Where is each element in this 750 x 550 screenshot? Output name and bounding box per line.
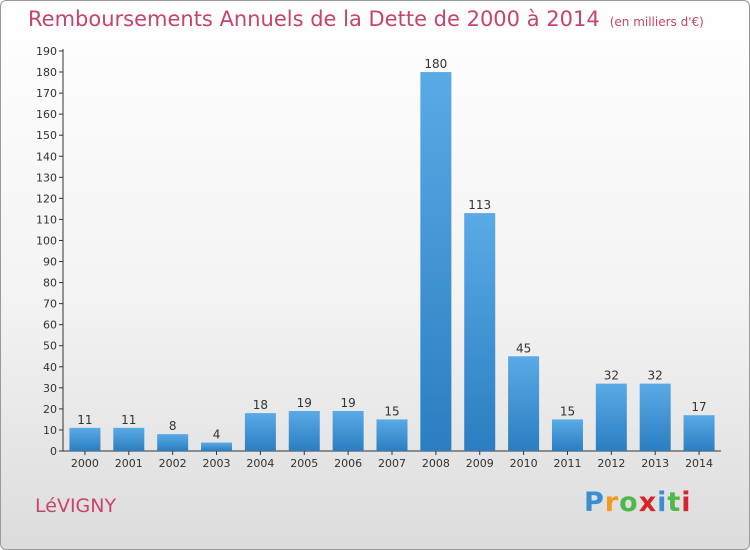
- title-text: Remboursements Annuels de la Dette de 20…: [28, 7, 600, 31]
- title-unit: (en milliers d'€): [609, 15, 704, 29]
- value-label-2004: 18: [253, 398, 268, 412]
- value-label-2000: 11: [77, 413, 92, 427]
- proxiti-logo[interactable]: Proxiti: [584, 487, 692, 518]
- value-label-2006: 19: [340, 396, 355, 410]
- value-label-2012: 32: [604, 369, 619, 383]
- chart-title: Remboursements Annuels de la Dette de 20…: [28, 7, 704, 31]
- y-tick-label: 160: [36, 108, 57, 121]
- logo-letter: o: [619, 487, 639, 518]
- y-tick-label: 20: [43, 403, 57, 416]
- y-tick-label: 150: [36, 129, 57, 142]
- x-tick-label-2013: 2013: [641, 457, 669, 470]
- x-tick-label-2000: 2000: [71, 457, 99, 470]
- x-tick-label-2014: 2014: [685, 457, 713, 470]
- logo-letter: r: [604, 487, 620, 518]
- logo-letter: x: [638, 487, 658, 518]
- y-tick-label: 0: [50, 445, 57, 458]
- bar-2011[interactable]: [551, 419, 583, 451]
- x-tick-label-2009: 2009: [466, 457, 494, 470]
- axes: 0 10 20 30 40 50 60 70 80 90 100 110 120 130 140 150 160…: [36, 45, 721, 458]
- value-label-2002: 8: [169, 419, 177, 433]
- y-tick-label: 40: [43, 361, 57, 374]
- logo-letter: i: [681, 487, 692, 518]
- bar-2006[interactable]: [332, 411, 364, 451]
- logo-letter: P: [584, 487, 605, 518]
- x-tick-label-2008: 2008: [422, 457, 450, 470]
- value-label-2009: 113: [468, 198, 491, 212]
- y-tick-label: 60: [43, 319, 57, 332]
- value-label-2003: 4: [213, 428, 221, 442]
- value-label-2014: 17: [691, 400, 706, 414]
- x-tick-label-2006: 2006: [334, 457, 362, 470]
- y-tick-label: 30: [43, 382, 57, 395]
- x-tick-label-2001: 2001: [115, 457, 143, 470]
- bar-2007[interactable]: [376, 419, 408, 451]
- bar-2014[interactable]: [683, 415, 715, 451]
- y-tick-label: 120: [36, 192, 57, 205]
- commune-name: LéVIGNY: [35, 495, 117, 517]
- logo-letter: t: [667, 487, 682, 518]
- bar-2013[interactable]: [639, 383, 671, 451]
- bar-2004[interactable]: [244, 413, 276, 451]
- y-tick-label: 90: [43, 256, 57, 269]
- value-label-2013: 32: [648, 369, 663, 383]
- y-tick-label: 170: [36, 87, 57, 100]
- bar-2012[interactable]: [595, 383, 627, 451]
- bars: [69, 72, 715, 451]
- y-tick-label: 190: [36, 45, 57, 58]
- y-tick-label: 100: [36, 234, 57, 247]
- x-tick-label-2007: 2007: [378, 457, 406, 470]
- y-tick-label: 140: [36, 150, 57, 163]
- logo-letter: i: [657, 487, 668, 518]
- y-tick-label: 70: [43, 298, 57, 311]
- bar-2005[interactable]: [288, 411, 320, 451]
- y-tick-label: 10: [43, 424, 57, 437]
- labels: 11 2000 11 2001 8 2002 4 2003 18 2004 19 2005 19 2006…: [71, 57, 713, 470]
- bar-2009[interactable]: [464, 213, 496, 451]
- x-tick-label-2010: 2010: [510, 457, 538, 470]
- x-tick-label-2002: 2002: [159, 457, 187, 470]
- x-tick-label-2003: 2003: [203, 457, 231, 470]
- bar-2000[interactable]: [69, 427, 101, 451]
- value-label-2008: 180: [424, 57, 447, 71]
- x-tick-label-2004: 2004: [246, 457, 274, 470]
- x-tick-label-2005: 2005: [290, 457, 318, 470]
- value-label-2007: 15: [384, 404, 399, 418]
- bar-2002[interactable]: [157, 434, 189, 451]
- value-label-2011: 15: [560, 404, 575, 418]
- y-tick-label: 130: [36, 171, 57, 184]
- value-label-2005: 19: [297, 396, 312, 410]
- x-tick-label-2012: 2012: [597, 457, 625, 470]
- bar-2003[interactable]: [201, 442, 233, 451]
- y-tick-label: 110: [36, 213, 57, 226]
- bar-2001[interactable]: [113, 427, 145, 451]
- x-tick-label-2011: 2011: [553, 457, 581, 470]
- y-tick-label: 80: [43, 277, 57, 290]
- bar-2010[interactable]: [508, 356, 540, 451]
- value-label-2010: 45: [516, 341, 531, 355]
- y-tick-label: 180: [36, 66, 57, 79]
- value-label-2001: 11: [121, 413, 136, 427]
- y-tick-label: 50: [43, 340, 57, 353]
- bar-2008[interactable]: [420, 72, 452, 451]
